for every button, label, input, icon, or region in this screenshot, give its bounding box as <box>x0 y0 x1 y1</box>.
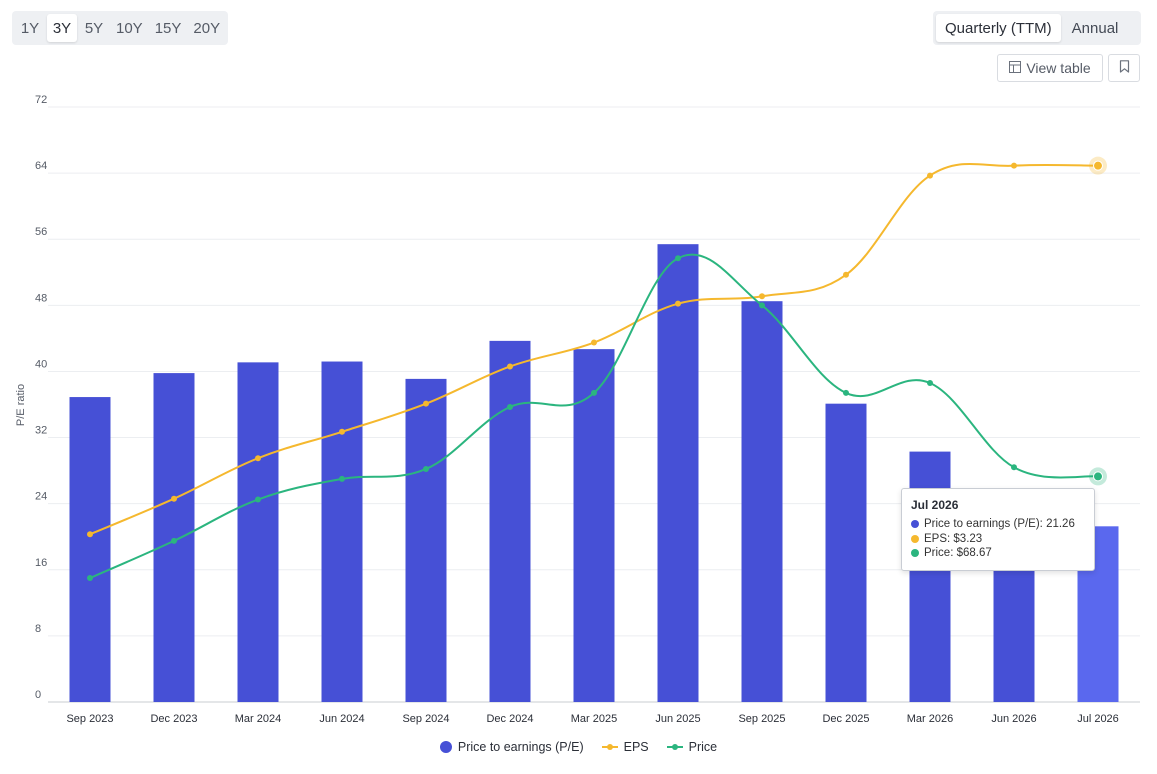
range-button-5y[interactable]: 5Y <box>79 14 109 42</box>
price-point <box>1093 471 1103 482</box>
price-point <box>87 575 93 582</box>
price-point <box>171 537 177 544</box>
x-tick-label: Mar 2025 <box>571 713 617 725</box>
legend-eps-marker <box>601 741 618 753</box>
range-button-20y[interactable]: 20Y <box>188 14 225 42</box>
x-tick-label: Mar 2026 <box>907 713 953 725</box>
legend-item-price[interactable]: Price <box>666 740 718 754</box>
legend-item-eps[interactable]: EPS <box>601 740 649 754</box>
eps-point <box>87 531 93 538</box>
annual-button[interactable]: Annual <box>1063 14 1128 42</box>
pe-bar[interactable] <box>321 361 363 702</box>
price-point <box>843 389 849 396</box>
x-tick-label: Jul 2026 <box>1077 713 1119 725</box>
tooltip-price-dot <box>911 549 919 558</box>
x-tick-label: Mar 2024 <box>235 713 281 725</box>
legend-pe-marker <box>439 741 452 753</box>
price-point <box>255 496 261 503</box>
bookmark-icon <box>1119 60 1130 76</box>
legend-price-label: Price <box>688 740 718 754</box>
view-table-button[interactable]: View table <box>997 54 1103 82</box>
pe-bar[interactable] <box>69 397 111 702</box>
y-tick-label: 24 <box>35 491 47 503</box>
y-tick-label: 56 <box>35 226 47 238</box>
x-tick-label: Sep 2023 <box>66 713 113 725</box>
x-tick-label: Dec 2023 <box>150 713 197 725</box>
eps-point <box>675 300 681 307</box>
eps-point <box>1093 160 1103 171</box>
tooltip-price-text: Price: $68.67 <box>924 547 992 559</box>
tooltip-row-pe: Price to earnings (P/E): 21.26 <box>911 517 1085 532</box>
legend-item-pe[interactable]: Price to earnings (P/E) <box>439 740 584 754</box>
range-button-15y[interactable]: 15Y <box>150 14 187 42</box>
pe-bar[interactable] <box>993 561 1035 702</box>
legend-pe-label: Price to earnings (P/E) <box>457 740 584 754</box>
chart-legend: Price to earnings (P/E) EPS Price <box>0 740 1157 754</box>
range-button-3y[interactable]: 3Y <box>47 14 77 42</box>
range-button-1y[interactable]: 1Y <box>15 14 45 42</box>
price-point <box>927 380 933 387</box>
eps-point <box>759 293 765 300</box>
eps-point <box>927 172 933 179</box>
y-tick-label: 72 <box>35 94 47 106</box>
legend-price-marker <box>666 741 683 753</box>
tooltip-pe-text: Price to earnings (P/E): 21.26 <box>924 518 1075 530</box>
pe-bar[interactable] <box>657 244 699 703</box>
tooltip-row-eps: EPS: $3.23 <box>911 532 1085 547</box>
x-tick-label: Jun 2026 <box>991 713 1036 725</box>
eps-point <box>507 363 513 370</box>
tooltip-row-price: Price: $68.67 <box>911 546 1085 561</box>
tooltip-eps-text: EPS: $3.23 <box>924 532 983 545</box>
pe-bar[interactable] <box>489 340 531 702</box>
range-button-10y[interactable]: 10Y <box>111 14 148 42</box>
quarterly-ttm-button[interactable]: Quarterly (TTM) <box>936 14 1061 42</box>
price-point <box>423 465 429 472</box>
pe-bar[interactable] <box>405 378 447 702</box>
tooltip-pe-dot <box>911 520 919 529</box>
eps-point <box>843 271 849 278</box>
period-selector: Quarterly (TTM) Annual <box>933 11 1141 45</box>
y-axis-label: P/E ratio <box>15 384 27 426</box>
x-tick-label: Dec 2024 <box>486 713 533 725</box>
x-tick-label: Sep 2024 <box>402 713 449 725</box>
bookmark-button[interactable] <box>1108 54 1140 82</box>
pe-bar[interactable] <box>573 349 615 702</box>
y-tick-label: 40 <box>35 358 47 370</box>
x-tick-label: Jun 2024 <box>319 713 364 725</box>
eps-point <box>255 455 261 462</box>
price-point <box>675 255 681 262</box>
pe-bar[interactable] <box>153 373 195 702</box>
eps-point <box>423 400 429 407</box>
x-tick-label: Sep 2025 <box>738 713 785 725</box>
tooltip-title: Jul 2026 <box>911 498 959 512</box>
price-point <box>507 403 513 410</box>
eps-point <box>171 495 177 502</box>
price-point <box>1011 464 1017 471</box>
price-point <box>591 389 597 396</box>
y-tick-label: 64 <box>35 160 47 172</box>
table-icon <box>1009 60 1022 76</box>
tooltip-eps-dot <box>911 534 919 543</box>
price-point <box>339 475 345 482</box>
time-range-selector: 1Y 3Y 5Y 10Y 15Y 20Y <box>12 11 229 45</box>
y-tick-label: 32 <box>35 425 47 437</box>
pe-bar[interactable] <box>825 403 867 702</box>
y-tick-label: 48 <box>35 292 47 304</box>
y-tick-label: 16 <box>35 557 47 569</box>
x-tick-label: Dec 2025 <box>822 713 869 725</box>
y-tick-label: 0 <box>35 689 41 701</box>
price-point <box>759 302 765 309</box>
chart-tooltip: Jul 2026 Price to earnings (P/E): 21.26 … <box>901 488 1095 571</box>
pe-bar[interactable] <box>741 301 783 702</box>
eps-point <box>339 428 345 435</box>
view-table-label: View table <box>1026 60 1091 76</box>
eps-point <box>591 339 597 346</box>
legend-eps-label: EPS <box>623 740 649 754</box>
y-tick-label: 8 <box>35 623 41 635</box>
pe-bar[interactable] <box>237 362 279 702</box>
eps-point <box>1011 162 1017 169</box>
x-tick-label: Jun 2025 <box>655 713 700 725</box>
pe-ratio-chart: 0 8 16 24 32 40 48 56 64 72 P/E ratio Sep 2023 Dec 2… <box>15 94 1140 725</box>
